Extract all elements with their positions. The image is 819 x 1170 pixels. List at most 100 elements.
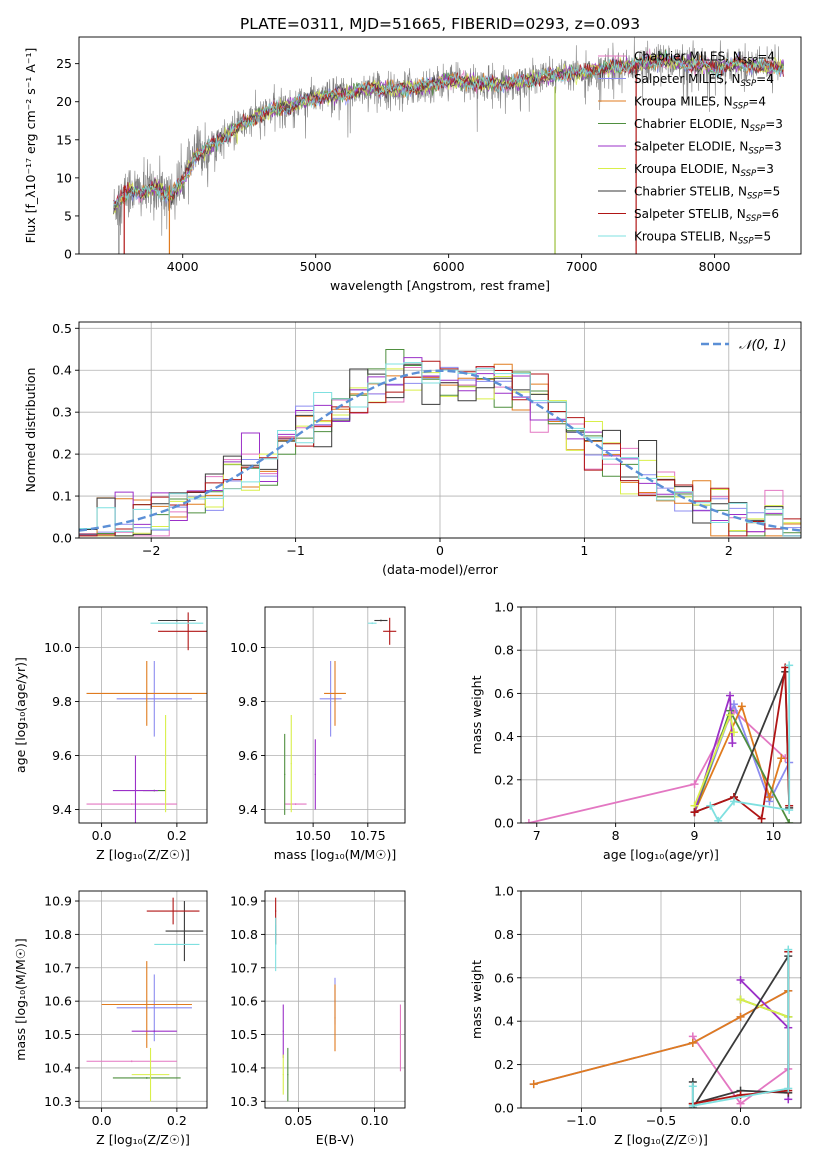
- age_vs_Z-xtick-label: 0.2: [167, 828, 187, 843]
- age_vs_mass-ytick-label: 9.4: [238, 802, 258, 817]
- legend-entry: Kroupa STELIB, NSSP=5: [634, 230, 771, 247]
- mass_vs_Z-ytick-label: 10.8: [44, 927, 72, 942]
- age_vs_Z-ytick-label: 9.8: [52, 694, 72, 709]
- massweight_vs_Z-ytick-label: 0.0: [494, 1101, 514, 1116]
- mass_vs_ebv-ytick-label: 10.9: [230, 894, 258, 909]
- massweight-marker: [765, 793, 774, 802]
- spectrum-model-line: [113, 54, 784, 215]
- spectrum-xtick-label: 4000: [167, 259, 199, 274]
- massweight-marker: [784, 945, 793, 954]
- errorbar-point: [112, 1077, 181, 1079]
- legend-entry: Salpeter ELODIE, NSSP=3: [634, 140, 782, 157]
- mass_vs_Z-xtick-label: 0.0: [92, 1113, 112, 1128]
- gaussian-legend-label: 𝒩(0, 1): [739, 338, 786, 353]
- errorbar-point: [367, 622, 377, 625]
- mass_vs_Z-xlabel: Z [log₁₀(Z/Z☉)]: [96, 1132, 190, 1147]
- massweight-marker: [736, 995, 745, 1004]
- age_vs_mass-plot-area: [284, 617, 397, 815]
- massweight_vs_age-panel: 7 8 9 10 0.0 0.2 0.4 0.6 0.8 1.0 age [log₁₀(age/yr…: [469, 600, 802, 862]
- massweight-series-line: [740, 998, 789, 1018]
- legend-entry: Chabrier STELIB, NSSP=5: [634, 185, 780, 202]
- spectrum-model-line: [113, 55, 785, 206]
- massweight_vs_Z-ytick-label: 1.0: [494, 884, 514, 899]
- massweight_vs_age-xtick-label: 10: [765, 828, 781, 843]
- massweight_vs_age-ytick-label: 0.0: [494, 816, 514, 831]
- mass_vs_Z-ytick-label: 10.6: [44, 994, 72, 1009]
- massweight-marker: [524, 819, 533, 823]
- figure-title: PLATE=0311, MJD=51665, FIBERID=0293, z=0…: [240, 15, 640, 33]
- errorbar-point: [319, 661, 342, 737]
- errorbar-point: [287, 1047, 289, 1102]
- errorbar-point: [101, 961, 192, 1048]
- errorbar-point: [275, 917, 277, 972]
- mass_vs_ebv-plot-area: [275, 897, 401, 1102]
- residuals-xtick-label: −2: [142, 543, 160, 558]
- mass_vs_Z-plot-area: [86, 897, 204, 1102]
- errorbar-point: [150, 622, 204, 625]
- errorbar-point: [116, 974, 192, 1042]
- massweight-marker: [726, 691, 735, 700]
- errorbar-point: [86, 1060, 177, 1063]
- residuals-ytick-label: 0.0: [52, 531, 72, 546]
- residuals-xtick-label: −1: [286, 543, 304, 558]
- massweight-marker: [690, 808, 699, 817]
- mass_vs_ebv-ytick-label: 10.8: [230, 927, 258, 942]
- massweight_vs_Z-ytick-label: 0.2: [494, 1057, 514, 1072]
- errorbar-point: [383, 617, 397, 645]
- massweight-marker: [529, 1080, 538, 1089]
- massweight_vs_age-ylabel: mass weight: [469, 675, 484, 754]
- residuals-ytick-label: 0.2: [52, 447, 72, 462]
- mass_vs_Z-ytick-label: 10.4: [44, 1060, 72, 1075]
- residuals-xtick-label: 0: [436, 543, 444, 558]
- massweight_vs_age-xlabel: age [log₁₀(age/yr)]: [603, 847, 719, 862]
- spectrum-axes-frame: [78, 36, 802, 255]
- spectrum-xtick-label: 5000: [300, 259, 332, 274]
- mass_vs_ebv-xtick-label: 0.05: [285, 1113, 313, 1128]
- age_vs_mass-ytick-label: 9.6: [238, 748, 258, 763]
- age_vs_mass-axes-frame: [264, 606, 406, 824]
- age_vs_mass-panel: 10.50 10.75 9.4 9.6 9.8 10.0 mass [log₁₀(M/M☉)…: [230, 606, 406, 862]
- errorbar-point: [284, 803, 307, 805]
- legend-entry: Salpeter STELIB, NSSP=6: [634, 207, 779, 224]
- mass_vs_ebv-ytick-label: 10.4: [230, 1060, 258, 1075]
- errorbar-point: [374, 619, 388, 622]
- mass_vs_Z-ytick-label: 10.9: [44, 894, 72, 909]
- age_vs_Z-xtick-label: 0.0: [92, 828, 112, 843]
- massweight-marker: [728, 739, 737, 748]
- errorbar-point: [284, 733, 286, 815]
- massweight_vs_age-ytick-label: 0.6: [494, 686, 514, 701]
- massweight-series-line: [693, 703, 783, 813]
- massweight_vs_age-ytick-label: 0.8: [494, 643, 514, 658]
- age_vs_mass-ytick-label: 9.8: [238, 694, 258, 709]
- errorbar-point: [399, 1004, 401, 1072]
- mass_vs_Z-ytick-label: 10.7: [44, 960, 72, 975]
- spectrum-ylabel: Flux [f_λ10⁻¹⁷ erg cm⁻² s⁻¹ A⁻¹]: [23, 48, 38, 244]
- errorbar-point: [131, 1030, 177, 1033]
- massweight-marker: [690, 780, 699, 789]
- age_vs_Z-ytick-label: 9.6: [52, 748, 72, 763]
- massweight_vs_age-ytick-label: 0.4: [494, 729, 514, 744]
- residuals-xlabel: (data-model)/error: [382, 562, 499, 577]
- massweight-marker: [688, 1101, 697, 1108]
- errorbar-point: [158, 619, 196, 622]
- residuals-ytick-label: 0.1: [52, 489, 72, 504]
- massweight-series-line: [739, 979, 790, 1100]
- massweight_vs_Z-xtick-label: 0.0: [731, 1113, 751, 1128]
- massweight-series-line: [693, 695, 734, 813]
- massweight-marker: [729, 797, 738, 806]
- gaussian-curve: [79, 369, 801, 532]
- legend-entry: Chabrier ELODIE, NSSP=3: [634, 117, 783, 134]
- errorbar-point: [116, 661, 192, 737]
- massweight_vs_Z-plot-area: [529, 945, 793, 1108]
- mass_vs_ebv-ytick-label: 10.6: [230, 994, 258, 1009]
- mass_vs_Z-ytick-label: 10.5: [44, 1027, 72, 1042]
- massweight-series-line: [691, 949, 790, 1107]
- age_vs_Z-plot-area: [86, 612, 207, 823]
- massweight-marker: [777, 754, 786, 763]
- residuals-ylabel: Normed distribution: [23, 368, 38, 493]
- errorbar-point: [154, 943, 200, 946]
- spectrum-model-line: [113, 50, 785, 206]
- legend-entry: Salpeter MILES, NSSP=4: [634, 72, 774, 89]
- errorbar-point: [165, 715, 167, 813]
- mass_vs_Z-ytick-label: 10.3: [44, 1094, 72, 1109]
